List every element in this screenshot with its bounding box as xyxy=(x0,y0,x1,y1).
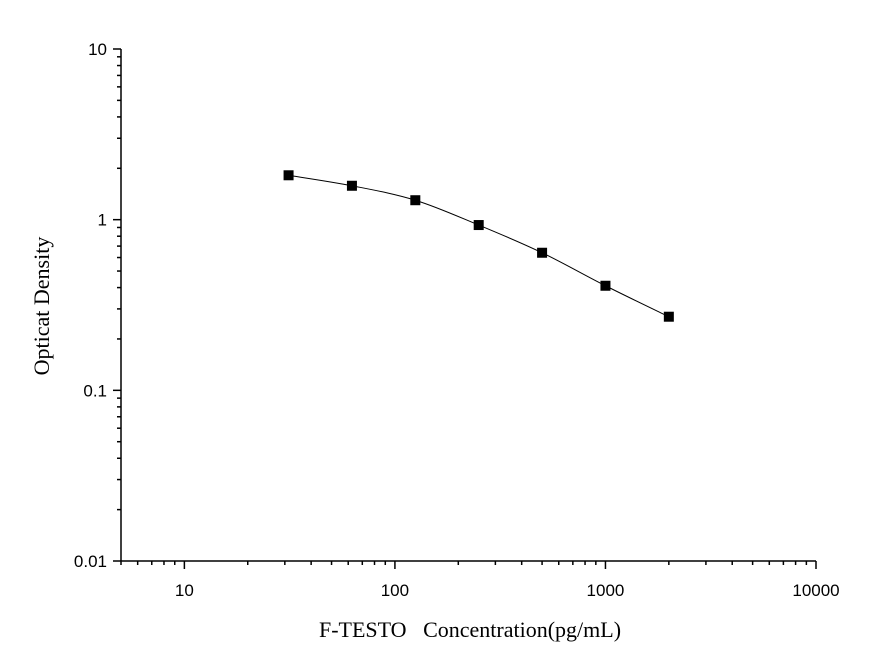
fit-curve xyxy=(288,174,670,318)
x-axis-title: F-TESTO Concentration(pg/mL) xyxy=(319,617,621,642)
axes xyxy=(120,49,816,562)
data-point-marker xyxy=(473,220,484,231)
data-point-marker xyxy=(283,170,294,181)
data-point-marker xyxy=(600,280,611,291)
data-markers xyxy=(283,170,674,322)
data-point-marker xyxy=(537,247,548,258)
y-tick-label: 1 xyxy=(98,211,107,230)
x-ticks xyxy=(120,561,817,569)
y-ticks xyxy=(113,48,121,562)
y-tick-label: 10 xyxy=(88,40,107,59)
x-tick-label: 1000 xyxy=(587,581,625,600)
y-tick-labels: 0.01 0.1 1 10 xyxy=(74,40,107,571)
x-tick-label: 10 xyxy=(175,581,194,600)
data-point-marker xyxy=(410,195,421,206)
x-tick-label: 10000 xyxy=(792,581,839,600)
x-tick-labels: 10 100 1000 10000 xyxy=(175,581,840,600)
y-tick-label: 0.1 xyxy=(83,381,107,400)
data-point-marker xyxy=(346,180,357,191)
data-point-marker xyxy=(663,311,674,322)
x-tick-label: 100 xyxy=(381,581,409,600)
y-tick-label: 0.01 xyxy=(74,552,107,571)
y-axis-title: Opticat Density xyxy=(29,237,54,376)
